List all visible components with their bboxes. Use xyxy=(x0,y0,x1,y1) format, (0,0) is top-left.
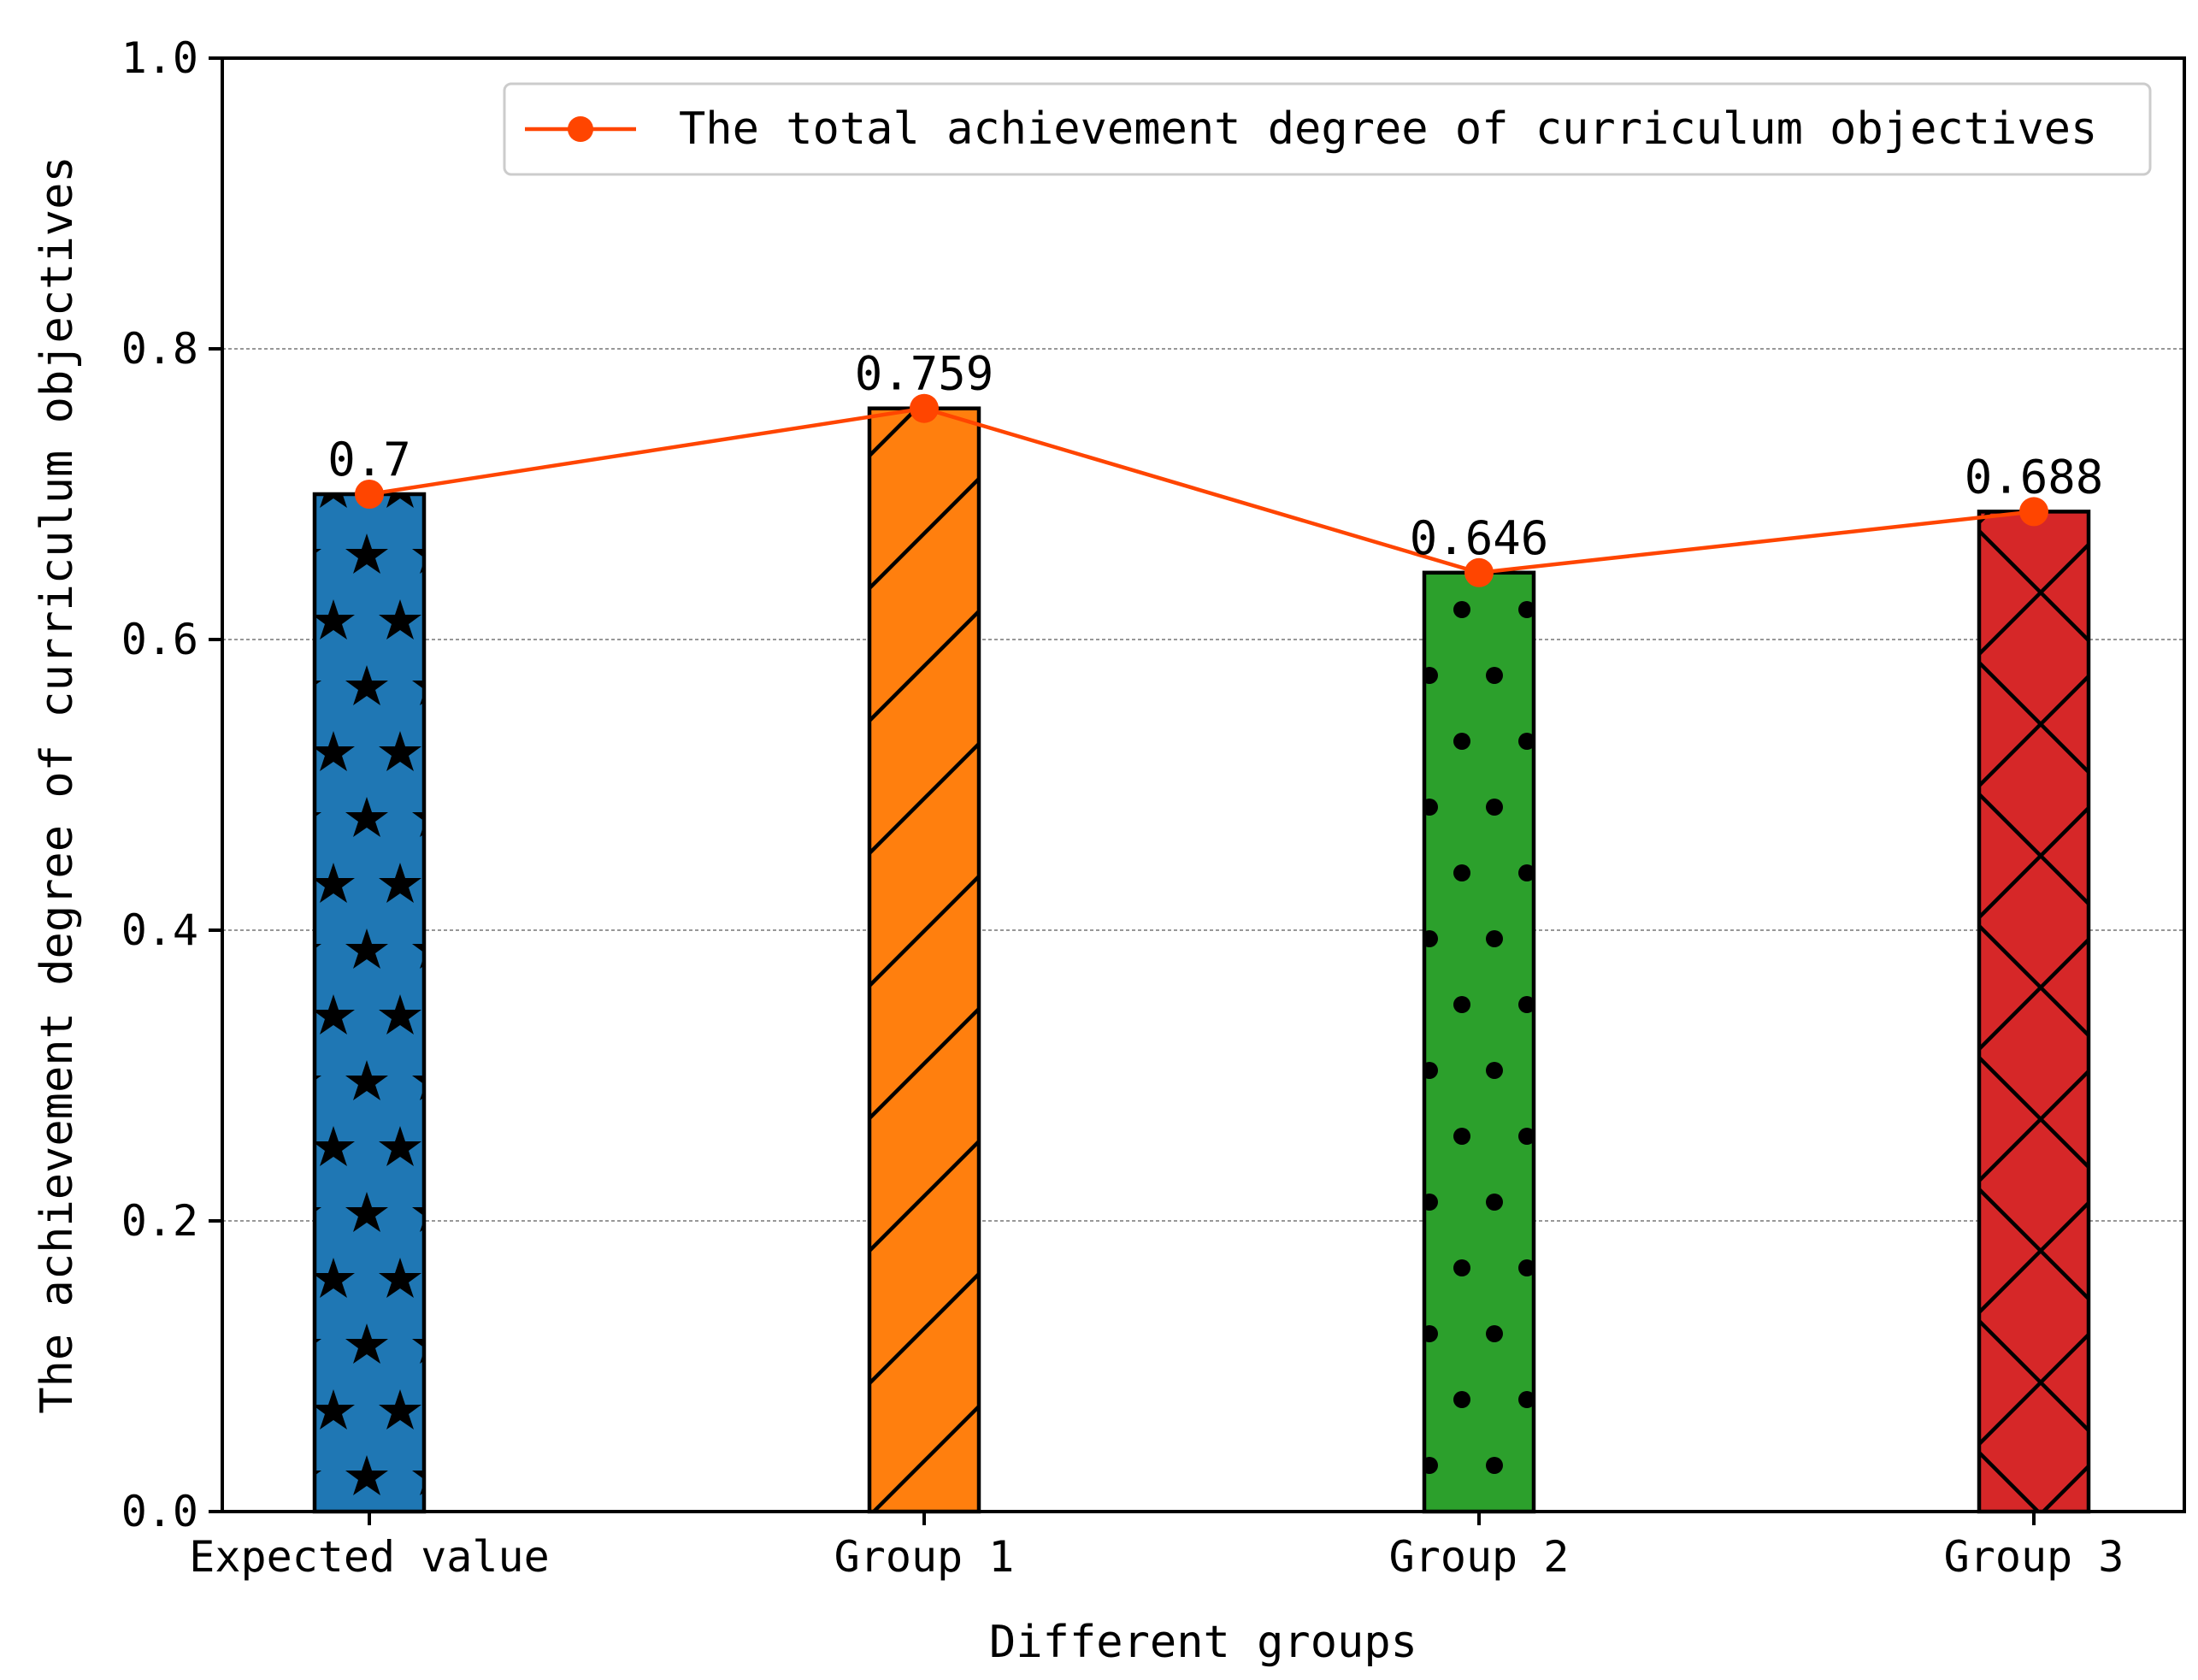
data-label-3: 0.646 xyxy=(1410,511,1549,565)
ytick-label-4: 0.8 xyxy=(121,324,198,374)
bars xyxy=(312,406,2091,1514)
legend-marker-swatch xyxy=(568,116,593,142)
line-point-2 xyxy=(910,393,939,423)
line-point-4 xyxy=(2019,497,2048,527)
bar-4 xyxy=(1977,510,2091,1514)
legend-entry-total-achievement: The total achievement degree of curricul… xyxy=(679,103,2097,155)
x-axis-title: Different groups xyxy=(989,1617,1417,1668)
ytick-label-3: 0.6 xyxy=(121,615,198,664)
ytick-label-1: 0.2 xyxy=(121,1196,198,1246)
total-achievement-line xyxy=(355,393,2048,587)
legend-box xyxy=(503,82,2152,176)
ytick-label-5: 1.0 xyxy=(121,33,198,83)
axes-frame xyxy=(221,56,2186,1513)
bar-hatch-3 xyxy=(1424,572,1534,1512)
ytick-label-2: 0.4 xyxy=(121,905,198,955)
legend: The total achievement degree of curricul… xyxy=(503,82,2152,176)
bar-2 xyxy=(867,406,981,1514)
xtick-label-2: Group 2 xyxy=(1389,1532,1570,1582)
data-label-2: 0.759 xyxy=(855,347,994,401)
y-axis-title: The achievement degree of curriculum obj… xyxy=(32,156,83,1413)
ytick-label-0: 0.0 xyxy=(121,1487,198,1536)
y-axis-ticks: 0.0 0.2 0.4 0.6 0.8 1.0 xyxy=(121,33,222,1536)
xtick-label-0: Expected value xyxy=(189,1532,549,1582)
x-axis-ticks: Expected value Group 1 Group 2 Group 3 xyxy=(189,1512,2124,1582)
gridlines xyxy=(222,348,2184,1222)
bar-1 xyxy=(312,492,427,1514)
bar-hatch-2 xyxy=(869,408,979,1512)
data-label-4: 0.688 xyxy=(1965,450,2104,504)
data-label-1: 0.7 xyxy=(327,433,411,486)
line-path xyxy=(368,406,2035,575)
bar-hatch-1 xyxy=(315,494,424,1512)
xtick-label-1: Group 1 xyxy=(834,1532,1015,1582)
data-labels: 0.7 0.759 0.646 0.688 xyxy=(327,347,2103,565)
xtick-label-3: Group 3 xyxy=(1944,1532,2124,1582)
line-point-1 xyxy=(355,480,384,509)
line-point-3 xyxy=(1464,557,1494,587)
bar-hatch-4 xyxy=(1979,511,2089,1512)
bar-3 xyxy=(1422,570,1536,1514)
